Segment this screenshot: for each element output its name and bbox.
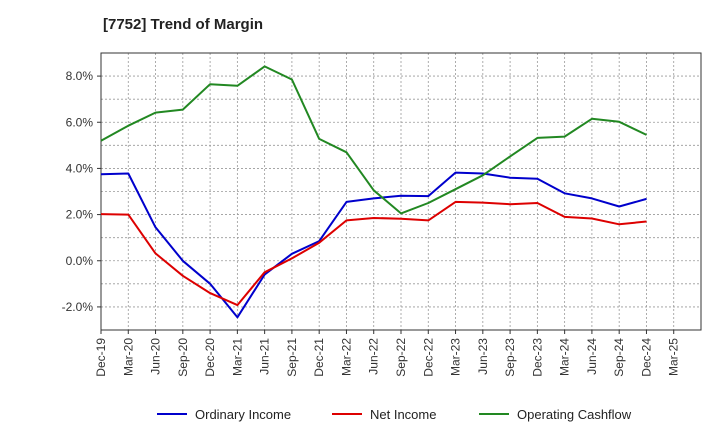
x-tick-label: Dec-21: [312, 338, 326, 377]
x-tick-label: Jun-22: [367, 338, 381, 375]
chart-title: [7752] Trend of Margin: [103, 16, 264, 33]
y-tick-label: 8.0%: [66, 69, 94, 83]
x-tick-label: Mar-25: [667, 338, 681, 376]
legend-label: Net Income: [370, 407, 436, 422]
x-tick-label: Jun-23: [476, 338, 490, 375]
x-tick-label: Sep-21: [285, 338, 299, 377]
x-tick-label: Dec-23: [530, 338, 544, 377]
y-tick-label: -2.0%: [62, 300, 94, 314]
x-tick-label: Dec-22: [421, 338, 435, 377]
legend-label: Operating Cashflow: [517, 407, 632, 422]
x-tick-label: Sep-20: [176, 338, 190, 377]
x-tick-label: Sep-22: [394, 338, 408, 377]
x-tick-label: Jun-21: [258, 338, 272, 375]
x-tick-label: Sep-24: [612, 338, 626, 377]
y-tick-label: 6.0%: [66, 115, 94, 129]
y-tick-label: 4.0%: [66, 161, 94, 175]
x-tick-label: Sep-23: [503, 338, 517, 377]
x-tick-label: Mar-20: [121, 338, 135, 376]
x-tick-label: Dec-19: [94, 338, 108, 377]
y-tick-label: 2.0%: [66, 208, 94, 222]
x-tick-label: Dec-24: [639, 338, 653, 377]
x-tick-label: Mar-24: [558, 338, 572, 376]
y-tick-label: 0.0%: [66, 254, 94, 268]
x-tick-label: Mar-23: [449, 338, 463, 376]
x-tick-label: Mar-22: [339, 338, 353, 376]
series-line-ordinary-income: [100, 171, 647, 319]
x-tick-label: Jun-24: [585, 338, 599, 375]
x-tick-label: Dec-20: [203, 338, 217, 377]
x-tick-label: Jun-20: [149, 338, 163, 375]
x-tick-label: Mar-21: [230, 338, 244, 376]
series-line-operating-cashflow: [100, 65, 647, 215]
series-line-net-income: [100, 200, 647, 307]
legend-label: Ordinary Income: [195, 407, 291, 422]
